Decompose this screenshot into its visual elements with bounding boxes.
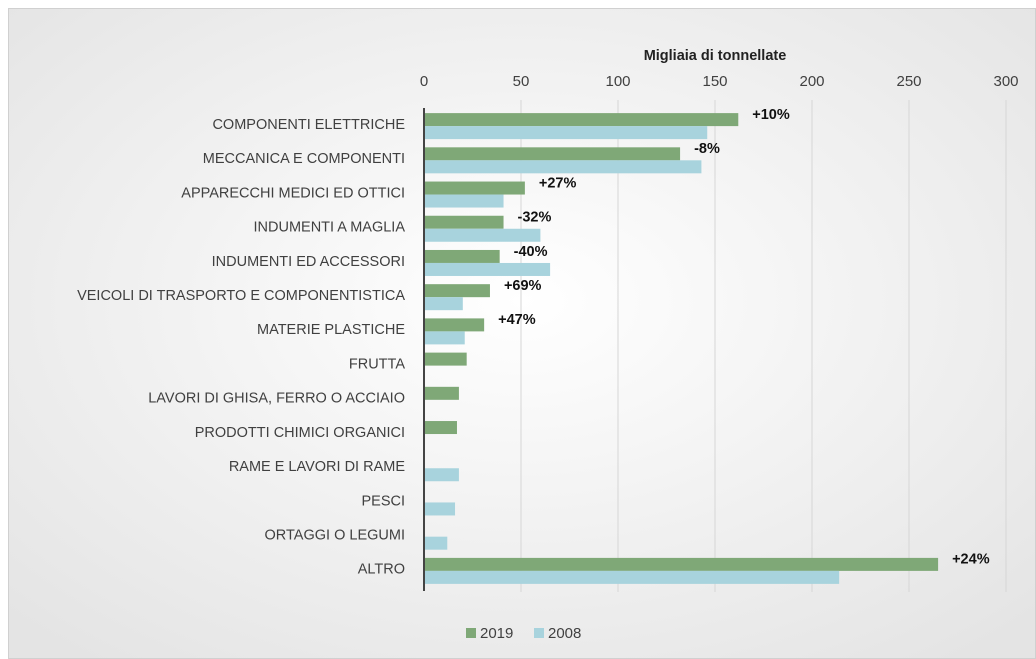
x-tick-label: 0 <box>420 73 428 90</box>
bar-annotation: -40% <box>514 244 548 260</box>
bar <box>424 215 504 229</box>
y-tick-label: ORTAGGI O LEGUMI <box>265 528 405 544</box>
y-tick-label: INDUMENTI ED ACCESSORI <box>212 254 405 270</box>
y-tick-label: ALTRO <box>358 562 405 578</box>
bar <box>424 502 456 516</box>
bar <box>424 181 525 195</box>
bar <box>424 318 485 332</box>
legend-label: 2008 <box>548 625 581 642</box>
bar <box>424 284 490 298</box>
bar <box>424 194 504 208</box>
x-tick-label: 250 <box>896 73 921 90</box>
legend-label: 2019 <box>480 625 513 642</box>
bar <box>424 331 465 345</box>
bar-annotation: +24% <box>952 552 990 568</box>
bar <box>424 297 463 311</box>
y-tick-label: INDUMENTI A MAGLIA <box>254 220 406 236</box>
y-tick-label: PESCI <box>361 493 405 509</box>
bar <box>424 570 840 584</box>
y-tick-label: APPARECCHI MEDICI ED OTTICI <box>181 185 405 201</box>
bar-annotation: +69% <box>504 278 542 294</box>
bar-annotation: -8% <box>694 141 720 157</box>
bar <box>424 228 541 242</box>
y-tick-label: COMPONENTI ELETTRICHE <box>212 117 405 133</box>
bar <box>424 160 702 174</box>
bar-annotation: +10% <box>752 107 790 123</box>
bar <box>424 352 467 366</box>
bar-annotation: -32% <box>518 210 552 226</box>
x-tick-label: 50 <box>513 73 530 90</box>
bar <box>424 536 448 550</box>
y-tick-label: VEICOLI DI TRASPORTO E COMPONENTISTICA <box>77 288 405 304</box>
y-tick-label: MECCANICA E COMPONENTI <box>203 151 405 167</box>
y-tick-label: PRODOTTI CHIMICI ORGANICI <box>195 425 405 441</box>
y-tick-label: FRUTTA <box>349 356 405 372</box>
bar-annotation: +27% <box>539 175 577 191</box>
x-tick-label: 300 <box>993 73 1018 90</box>
bar <box>424 468 459 482</box>
bar <box>424 249 500 263</box>
x-tick-label: 150 <box>702 73 727 90</box>
bar <box>424 421 457 435</box>
y-tick-label: LAVORI DI GHISA, FERRO O ACCIAIO <box>148 391 405 407</box>
bar <box>424 126 708 140</box>
legend-swatch <box>534 628 544 638</box>
y-tick-label: MATERIE PLASTICHE <box>257 322 405 338</box>
x-tick-label: 200 <box>799 73 824 90</box>
bar <box>424 262 551 276</box>
bar <box>424 386 459 400</box>
axis-title: Migliaia di tonnellate <box>644 48 787 64</box>
bar-annotation: +47% <box>498 312 536 328</box>
bar <box>424 557 939 571</box>
bar <box>424 147 681 161</box>
x-tick-label: 100 <box>605 73 630 90</box>
y-tick-label: RAME E LAVORI DI RAME <box>229 459 406 475</box>
bar <box>424 113 739 127</box>
legend-swatch <box>466 628 476 638</box>
